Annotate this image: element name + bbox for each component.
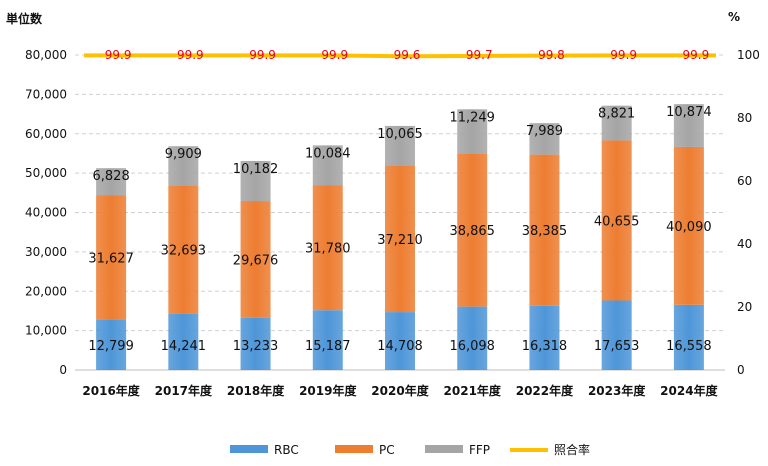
y-left-tick-label: 0 <box>59 363 67 377</box>
data-label-pc: 32,693 <box>161 244 207 259</box>
bar-pc <box>457 153 488 307</box>
x-tick-label: 2024年度 <box>660 383 718 398</box>
data-label-rate: 99.9 <box>249 48 276 62</box>
bar-rbc <box>529 305 560 370</box>
data-label-rate: 99.9 <box>683 48 710 62</box>
data-label-rbc: 15,187 <box>305 339 351 354</box>
data-label-pc: 40,655 <box>594 214 640 229</box>
data-label-pc: 37,210 <box>377 233 423 248</box>
bar-pc <box>385 165 415 313</box>
y-left-tick-label: 80,000 <box>25 48 67 62</box>
bar-pc <box>601 140 632 301</box>
data-label-pc: 31,780 <box>305 242 351 257</box>
data-label-rbc: 12,799 <box>88 339 134 354</box>
bar-rbc <box>240 317 271 370</box>
bar-ffp <box>385 125 415 166</box>
legend-label: RBC <box>274 443 299 457</box>
data-label-rbc: 16,318 <box>522 339 568 354</box>
bar-ffp <box>312 145 343 186</box>
legend-swatch-pc <box>335 445 373 453</box>
y-left-tick-label: 60,000 <box>25 127 67 141</box>
bar-ffp <box>673 104 704 147</box>
data-label-pc: 31,627 <box>88 251 134 266</box>
data-label-rate: 99.9 <box>610 48 637 62</box>
data-label-rate: 99.7 <box>466 48 493 62</box>
y-left-tick-label: 20,000 <box>25 284 67 298</box>
bar-ffp <box>529 123 560 155</box>
bar-rbc <box>601 300 632 370</box>
x-tick-label: 2023年度 <box>588 383 646 398</box>
y-right-tick-label: 60 <box>737 174 752 188</box>
data-label-rate: 99.9 <box>177 48 204 62</box>
y-left-tick-label: 30,000 <box>25 245 67 259</box>
legend-label: 照合率 <box>554 442 590 457</box>
data-label-pc: 29,676 <box>233 253 279 268</box>
legend-swatch-rbc <box>230 445 268 453</box>
bar-pc <box>240 201 271 318</box>
y-right-tick-label: 80 <box>737 111 752 125</box>
y-left-tick-label: 40,000 <box>25 206 67 220</box>
data-label-rbc: 17,653 <box>594 339 640 354</box>
y-left-tick-label: 50,000 <box>25 166 67 180</box>
bar-rbc <box>312 310 343 370</box>
y-left-unit-label: 単位数 <box>6 11 43 26</box>
bar-rbc <box>168 313 199 370</box>
data-label-rate: 99.8 <box>538 48 565 62</box>
y-right-tick-label: 0 <box>737 363 745 377</box>
x-tick-label: 2020年度 <box>371 383 429 398</box>
y-right-tick-label: 20 <box>737 300 752 314</box>
data-label-ffp: 10,084 <box>305 146 351 161</box>
data-label-rate: 99.9 <box>105 48 132 62</box>
bar-ffp <box>168 146 199 186</box>
bar-ffp <box>96 168 127 196</box>
data-label-rbc: 14,708 <box>377 339 423 354</box>
data-label-pc: 38,865 <box>449 224 495 239</box>
y-left-tick-label: 10,000 <box>25 324 67 338</box>
bar-rbc <box>457 306 488 370</box>
legend-swatch-ffp <box>425 445 463 453</box>
data-label-rbc: 16,098 <box>449 339 495 354</box>
bar-rbc <box>673 304 704 370</box>
y-right-tick-label: 100 <box>737 48 760 62</box>
bar-ffp <box>457 109 488 154</box>
data-label-rate: 99.6 <box>394 48 421 62</box>
data-label-pc: 38,385 <box>522 224 568 239</box>
y-left-tick-label: 70,000 <box>25 87 67 101</box>
x-tick-label: 2016年度 <box>82 383 140 398</box>
data-label-pc: 40,090 <box>666 220 712 235</box>
y-right-unit-label: % <box>728 10 740 24</box>
bar-pc <box>673 146 704 305</box>
bar-pc <box>529 154 560 306</box>
x-tick-label: 2019年度 <box>299 383 357 398</box>
data-label-ffp: 9,909 <box>165 147 202 162</box>
data-label-ffp: 11,249 <box>449 110 495 125</box>
data-label-rate: 99.9 <box>321 48 348 62</box>
bar-ffp <box>240 160 271 202</box>
bar-pc <box>168 185 199 314</box>
x-tick-label: 2021年度 <box>444 383 502 398</box>
data-label-ffp: 6,828 <box>93 169 130 184</box>
x-tick-label: 2022年度 <box>516 383 574 398</box>
bar-ffp <box>601 105 632 141</box>
y-right-tick-label: 40 <box>737 237 752 251</box>
bar-rbc <box>385 312 415 370</box>
bar-rbc <box>96 319 127 370</box>
legend-label: PC <box>379 443 395 457</box>
data-label-ffp: 8,821 <box>598 107 635 122</box>
bar-pc <box>312 185 343 311</box>
data-label-ffp: 10,065 <box>377 127 423 142</box>
x-tick-label: 2017年度 <box>155 383 213 398</box>
data-label-ffp: 7,989 <box>526 124 563 139</box>
line-rate <box>84 53 716 59</box>
data-label-ffp: 10,182 <box>233 162 279 177</box>
data-label-rbc: 14,241 <box>161 339 207 354</box>
data-label-rbc: 13,233 <box>233 339 279 354</box>
data-label-rbc: 16,558 <box>666 339 712 354</box>
data-label-ffp: 10,874 <box>666 105 712 120</box>
bar-pc <box>96 195 127 320</box>
legend-label: FFP <box>469 443 490 457</box>
x-tick-label: 2018年度 <box>227 383 285 398</box>
